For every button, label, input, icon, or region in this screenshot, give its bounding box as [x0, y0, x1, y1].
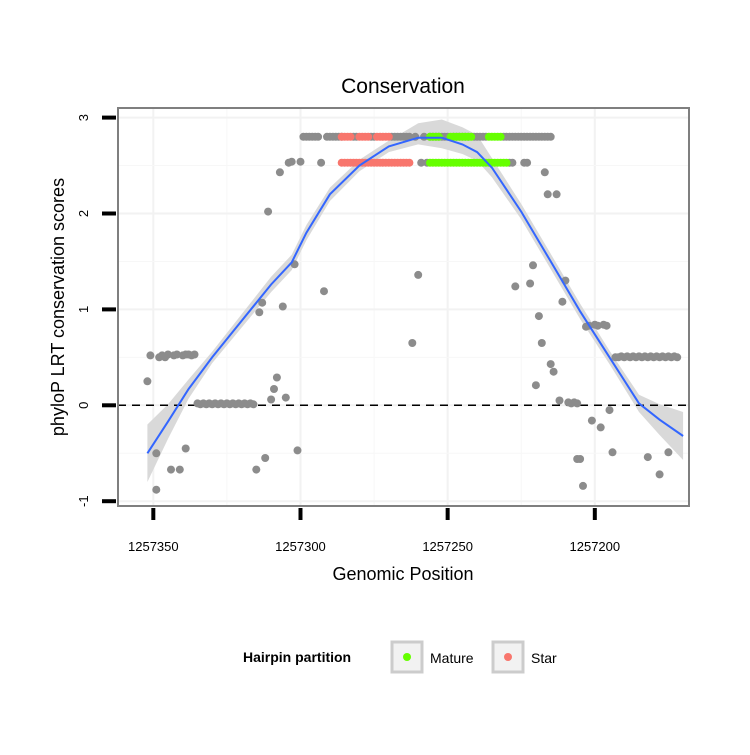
- y-tick-label: -1: [76, 495, 91, 507]
- data-point-other: [546, 132, 555, 141]
- data-point-other: [523, 158, 532, 167]
- data-point-other: [296, 157, 305, 166]
- data-point-other: [249, 400, 258, 409]
- data-point-other: [293, 446, 302, 455]
- smooth-line: [146, 136, 684, 454]
- data-point-mature: [496, 132, 505, 141]
- data-point-other: [605, 406, 614, 415]
- data-point-other: [281, 393, 290, 402]
- chart-title: Conservation: [341, 75, 465, 98]
- data-point-other: [278, 302, 287, 311]
- legend-swatch-star: [504, 653, 512, 661]
- data-point-other: [543, 190, 552, 199]
- confidence-ribbon: [147, 119, 684, 482]
- y-tick-label: 3: [76, 114, 91, 121]
- data-point-other: [317, 158, 326, 167]
- legend-label-star: Star: [531, 650, 557, 666]
- data-point-mature: [467, 132, 476, 141]
- y-axis: -1 0 1 2 3: [76, 114, 116, 507]
- data-point-other: [261, 454, 270, 462]
- data-point-other: [596, 423, 605, 432]
- data-point-star: [384, 132, 393, 141]
- data-point-other: [164, 350, 172, 359]
- legend: Hairpin partition Mature Star: [243, 640, 557, 674]
- data-point-other: [546, 360, 555, 369]
- panel-border: [117, 107, 690, 507]
- data-point-other: [655, 470, 664, 479]
- data-point-other: [511, 282, 520, 291]
- data-point-other: [175, 465, 184, 474]
- confidence-band: [147, 119, 684, 482]
- data-point-other: [258, 298, 267, 307]
- data-point-other: [270, 385, 278, 393]
- legend-label-mature: Mature: [430, 650, 474, 666]
- data-point-other: [555, 396, 564, 405]
- data-point-other: [508, 158, 517, 167]
- data-point-other: [664, 448, 673, 457]
- x-tick-label: 1257300: [275, 539, 326, 554]
- data-point-other: [526, 279, 535, 288]
- data-point-other: [264, 207, 273, 216]
- x-tick-label: 1257350: [128, 539, 179, 554]
- legend-title: Hairpin partition: [243, 649, 351, 665]
- data-point-other: [417, 158, 426, 167]
- data-point-other: [573, 399, 582, 408]
- data-point-other: [152, 485, 161, 494]
- x-axis: 1257350 1257300 1257250 1257200: [128, 508, 620, 554]
- legend-swatch-mature: [403, 653, 411, 661]
- data-point-other: [537, 339, 546, 347]
- x-axis-label: Genomic Position: [332, 564, 473, 584]
- data-point-other: [252, 465, 261, 474]
- data-point-other: [275, 168, 284, 177]
- data-point-other: [587, 416, 596, 425]
- data-point-other: [287, 157, 296, 166]
- data-point-other: [267, 395, 276, 404]
- data-point-star: [364, 132, 373, 141]
- data-point-other: [408, 339, 417, 347]
- data-point-other: [643, 453, 652, 462]
- data-point-other: [143, 377, 152, 386]
- data-point-other: [579, 481, 587, 490]
- data-point-other: [190, 350, 199, 359]
- data-point-other: [414, 270, 423, 279]
- data-point-other: [552, 190, 561, 199]
- data-point-other: [549, 367, 558, 376]
- data-point-other: [558, 297, 567, 306]
- data-point-other: [608, 448, 617, 457]
- data-point-other: [255, 308, 264, 317]
- smooth-curve: [146, 136, 684, 454]
- y-tick-label: 0: [76, 402, 91, 409]
- data-point-other: [314, 132, 323, 141]
- data-point-other: [576, 455, 585, 463]
- data-point-other: [602, 321, 611, 330]
- data-point-other: [534, 312, 543, 321]
- y-axis-label: phyloP LRT conservation scores: [48, 178, 68, 436]
- y-tick-label: 1: [76, 306, 91, 313]
- data-point-star: [405, 158, 414, 167]
- data-point-other: [146, 351, 155, 360]
- data-point-other: [152, 449, 161, 458]
- data-point-other: [167, 465, 175, 474]
- data-point-other: [272, 373, 281, 382]
- data-point-other: [172, 350, 181, 359]
- data-point-other: [673, 353, 682, 362]
- data-point-other: [320, 287, 328, 296]
- data-point-star: [346, 132, 355, 141]
- y-tick-label: 2: [76, 210, 91, 217]
- data-point-other: [531, 381, 540, 390]
- data-point-mature: [502, 158, 511, 167]
- x-tick-label: 1257200: [570, 539, 621, 554]
- data-point-other: [529, 261, 537, 270]
- data-point-other: [540, 168, 549, 177]
- data-point-other: [181, 444, 190, 453]
- x-tick-label: 1257250: [422, 539, 473, 554]
